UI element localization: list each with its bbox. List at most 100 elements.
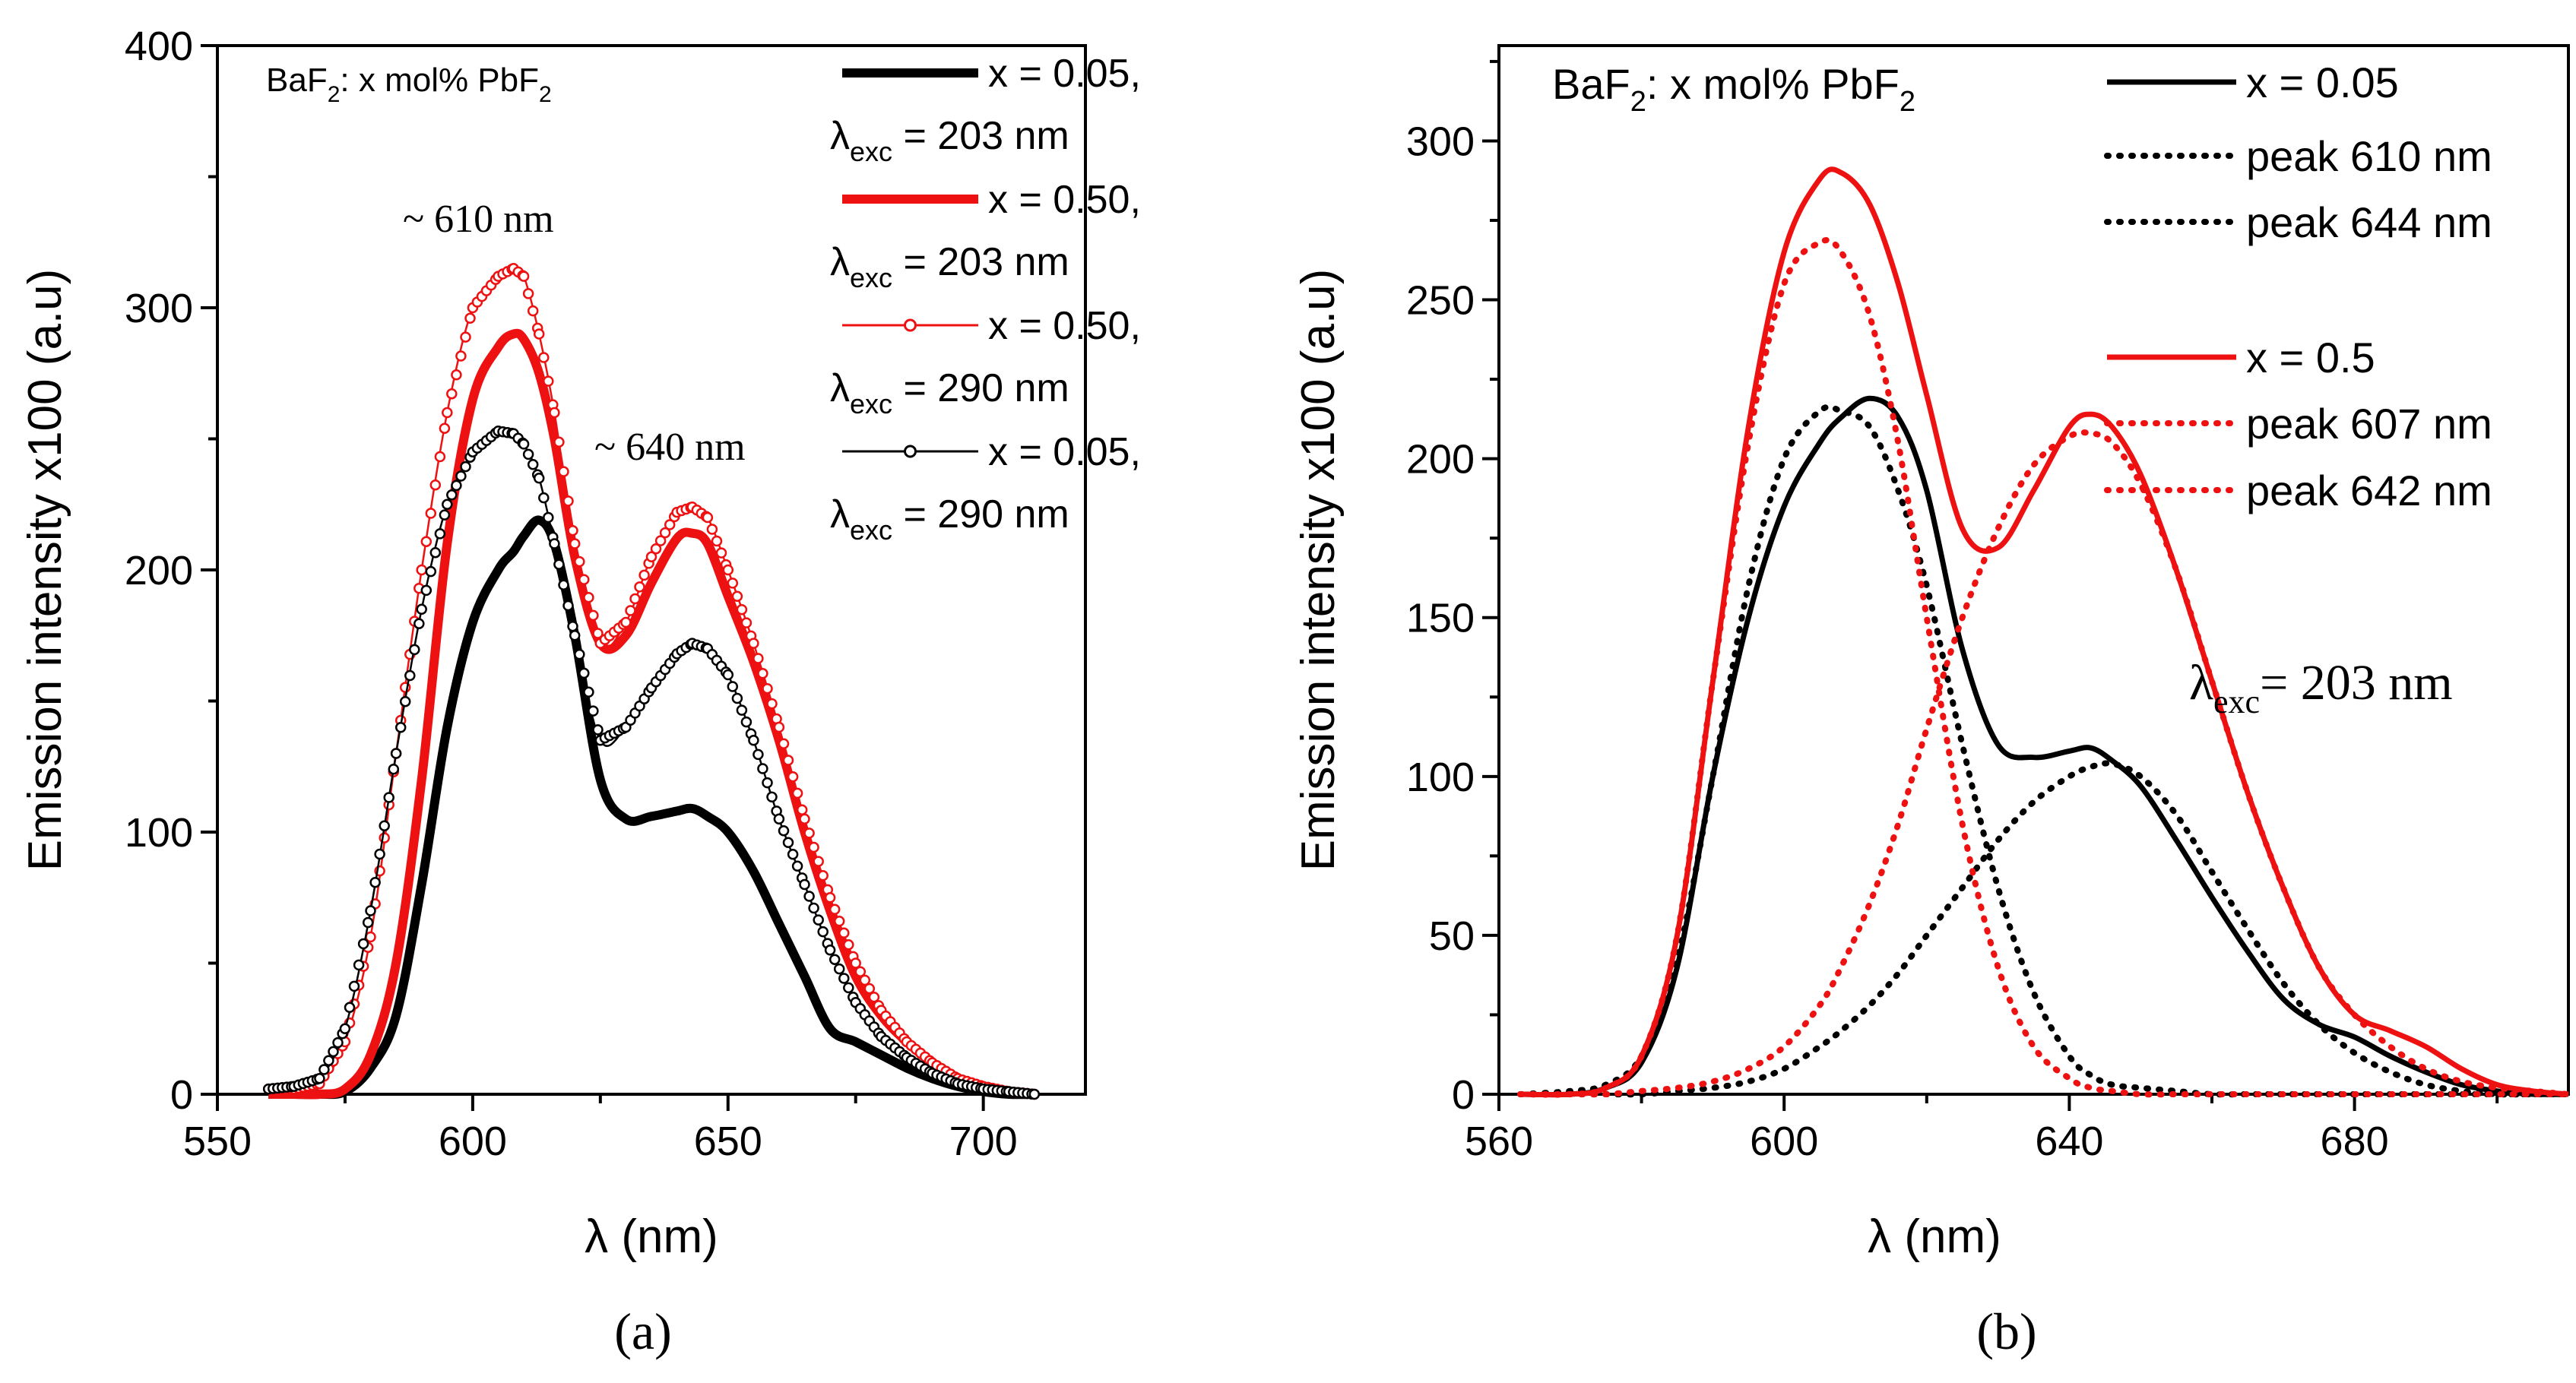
panel-b: 560 600 640 680 0 50 100 150 200 250 300 x = 0.05 p… — [1292, 44, 2571, 1360]
panel-a-series-2-point — [538, 352, 550, 363]
legend-a-sub-prefix: λ — [830, 492, 850, 536]
panel-b-legend: x = 0.05 peak 610 nm peak 644 nm x = 0.5 pea… — [2104, 59, 2492, 514]
legend-b-label-2: peak 644 nm — [2246, 198, 2492, 246]
annotation-640: ~ 640 nm — [594, 426, 746, 469]
panel-a-series-2-point — [451, 369, 462, 381]
annotation-610: ~ 610 nm — [403, 198, 554, 241]
panel-a-series-2-point — [782, 755, 794, 766]
panel-a-series-3-point — [787, 849, 799, 860]
panel-a-series-2-point — [553, 436, 565, 448]
legend-a-sub-small: exc — [850, 388, 892, 419]
panel-a-series-3-point — [824, 945, 836, 956]
panel-a-series-2-point — [558, 466, 569, 477]
panel-a-series-2-point — [859, 974, 871, 986]
panel-a-series-2-point — [817, 870, 829, 881]
panel-a-series-2-point — [863, 983, 876, 995]
panel-a-series-3-point — [455, 470, 467, 482]
legend-a-sub-prefix: λ — [830, 366, 850, 410]
panel-a-series-3-point — [362, 916, 374, 929]
panel-b-xtick-label: 680 — [2321, 1119, 2389, 1164]
legend-a-sub-prefix: λ — [830, 240, 850, 284]
panel-a-legend: x = 0.05,λexc = 203 nmx = 0.50,λexc = 20… — [830, 52, 1141, 546]
panel-a-series-2-point — [868, 991, 880, 1003]
panel-a-series-3-point — [314, 1073, 325, 1084]
legend-a-label-0: x = 0.05, — [988, 52, 1141, 96]
panel-b-series-2-line — [1517, 760, 2571, 1098]
panel-a-series-2-point — [843, 939, 854, 951]
panel-a-series-3-point — [365, 905, 376, 916]
legend-b-label-4: peak 607 nm — [2246, 400, 2492, 448]
panel-a-series-3-point — [583, 686, 594, 698]
panel-a-series-2-point — [425, 508, 437, 519]
panel-a-series-3-point — [369, 876, 381, 888]
panel-a-series-3-point — [762, 777, 773, 789]
panel-b-title-sub2: 2 — [1900, 86, 1915, 118]
panel-a-series-3-point — [399, 695, 411, 707]
panel-a-series-2-point — [778, 738, 790, 749]
panel-a-series-3-point — [522, 448, 534, 460]
panel-a-series-3-point — [518, 438, 530, 450]
panel-b-series — [1517, 166, 2571, 1098]
panel-a-series-2-point — [567, 524, 578, 536]
legend-a-sub-2: λexc = 290 nm — [830, 366, 1069, 419]
panel-a-series-2-point — [518, 271, 530, 282]
legend-a-sub-small: exc — [850, 136, 892, 167]
legend-a-label-1: x = 0.50, — [988, 178, 1141, 222]
panel-a-series-2-point — [787, 771, 799, 783]
panel-b-label: (b) — [1976, 1302, 2036, 1360]
legend-a-sub-0: λexc = 203 nm — [830, 114, 1069, 167]
panel-a-series-2-point — [620, 616, 632, 628]
panel-a-series-3-point — [328, 1046, 339, 1058]
panel-a-series-2-point — [748, 638, 759, 649]
panel-a-series-3-point — [817, 926, 829, 938]
legend-a-marker-3 — [904, 445, 917, 458]
panel-a-series-3-point — [446, 489, 458, 501]
panel-b-series-4-line — [1517, 236, 2571, 1098]
legend-a-sub-rest: = 290 nm — [892, 492, 1069, 536]
legend-b-label-5: peak 642 nm — [2246, 467, 2492, 514]
panel-a-ytick-label: 400 — [125, 24, 193, 69]
panel-b-annotation-sub: exc — [2213, 683, 2260, 720]
panel-a-series-3-point — [773, 813, 785, 825]
panel-a-series-3-point — [374, 848, 385, 860]
panel-a-series-2-point — [813, 856, 824, 867]
panel-b-xtick-label: 640 — [2035, 1119, 2103, 1164]
panel-a-series-3-point — [803, 891, 815, 902]
panel-a-series-2-point — [654, 535, 667, 546]
panel-b-plot-frame — [1497, 44, 2570, 1096]
panel-a-series-2-point — [638, 569, 650, 581]
panel-a-series-3-point — [318, 1064, 330, 1075]
panel-a-series-3-point — [722, 669, 734, 681]
panel-a-series-3-point — [778, 825, 790, 837]
panel-a-series-2-point — [625, 605, 636, 616]
panel-a-series-2-point — [727, 578, 739, 589]
panel-a-series-2-point — [562, 495, 574, 507]
panel-b-xtick-label: 600 — [1750, 1119, 1818, 1164]
panel-a-series-3-point — [442, 498, 453, 511]
panel-a-series-3-point — [527, 459, 539, 470]
panel-a-series-3-point — [460, 460, 471, 473]
panel-a-series-2-point — [650, 543, 662, 555]
panel-a-series-3-point — [1028, 1088, 1041, 1100]
panel-a-series-2-point — [706, 524, 718, 535]
panel-a-series-2-point — [659, 527, 671, 539]
panel-a-series-2-point — [736, 603, 748, 616]
panel-a-xtick-label: 700 — [949, 1119, 1018, 1164]
panel-a-series-2-point — [731, 590, 743, 603]
panel-a-series-2-point — [838, 927, 850, 939]
panel-a-series-3-point — [332, 1036, 344, 1049]
panel-a-title-sub1: 2 — [328, 82, 341, 107]
panel-a-title-sub2: 2 — [539, 82, 552, 107]
panel-a-series-2-point — [578, 574, 590, 585]
panel-a-series-2-point — [464, 312, 476, 324]
panel-a-series-2-point — [796, 804, 808, 815]
legend-b-label-1: peak 610 nm — [2246, 132, 2492, 180]
panel-a-series-2-point — [850, 957, 861, 969]
panel-a-series-3-point — [439, 509, 451, 521]
panel-a-series-3-point — [588, 705, 599, 717]
legend-a-sub-3: λexc = 290 nm — [830, 492, 1069, 546]
panel-a-title-mid: : x mol% PbF — [340, 62, 539, 99]
legend-a-sub-small: exc — [850, 262, 892, 293]
